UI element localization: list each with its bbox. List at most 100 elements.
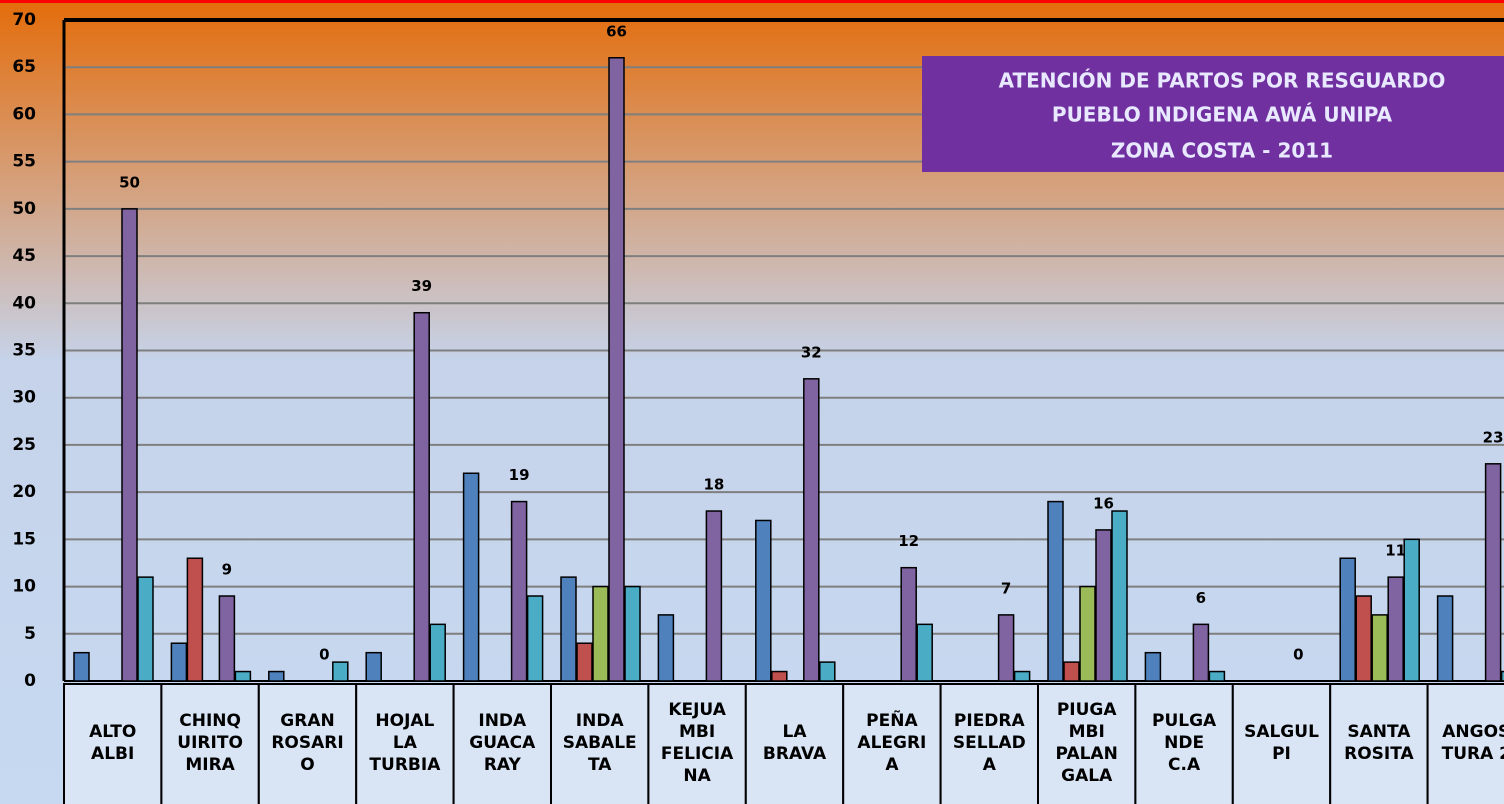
data-label: 39 xyxy=(411,277,432,295)
bar xyxy=(170,642,188,682)
bar xyxy=(900,566,917,682)
bar xyxy=(592,585,609,682)
bar xyxy=(1484,463,1502,682)
bar xyxy=(1500,670,1504,682)
data-label: 18 xyxy=(703,476,724,494)
data-label: 66 xyxy=(606,22,627,40)
x-tick-label: SANTA ROSITA xyxy=(1344,722,1414,764)
category-cell xyxy=(550,683,650,804)
category-cell xyxy=(842,683,942,804)
category-cell xyxy=(452,683,553,804)
bar xyxy=(657,614,675,682)
bar xyxy=(771,670,788,682)
bar xyxy=(1355,595,1372,682)
y-tick-label: 40 xyxy=(12,293,36,313)
data-label: 12 xyxy=(898,532,919,550)
y-tick-label: 20 xyxy=(12,482,36,502)
bar xyxy=(1371,614,1388,682)
bar xyxy=(413,311,430,682)
x-tick-label: ALTO ALBI xyxy=(89,722,136,764)
top-border xyxy=(0,0,1504,3)
data-label: 16 xyxy=(1093,494,1114,512)
bar xyxy=(332,661,349,682)
x-tick-label: INDA GUACA RAY xyxy=(469,711,536,775)
bar xyxy=(624,585,641,682)
x-tick-label: CHINQ UIRITO MIRA xyxy=(177,711,243,775)
bar xyxy=(1013,670,1031,682)
bar xyxy=(1144,651,1162,682)
chart-title: ZONA COSTA - 2011 xyxy=(1111,139,1333,163)
y-tick-label: 55 xyxy=(12,152,36,172)
bar xyxy=(365,651,382,682)
category-cell xyxy=(257,683,358,804)
y-tick-label: 15 xyxy=(12,529,36,549)
data-label: 23 xyxy=(1483,428,1504,446)
x-tick-label: KEJUA MBI FELICIA NA xyxy=(661,700,734,786)
bar xyxy=(1403,538,1420,682)
y-tick-label: 45 xyxy=(12,246,36,266)
y-tick-label: 60 xyxy=(12,104,36,124)
y-tick-label: 35 xyxy=(12,341,36,361)
category-cell xyxy=(647,683,747,804)
category-cell xyxy=(1231,683,1332,804)
bar xyxy=(218,595,236,682)
category-cell xyxy=(355,683,455,804)
bar xyxy=(560,576,577,682)
data-label: 0 xyxy=(319,646,329,664)
bar xyxy=(1095,529,1112,682)
bar xyxy=(510,500,528,682)
y-tick-label: 5 xyxy=(24,624,36,644)
category-cell xyxy=(63,683,163,804)
bar xyxy=(462,472,480,682)
data-label: 32 xyxy=(801,343,822,361)
bar xyxy=(1047,500,1064,682)
y-tick-label: 0 xyxy=(24,671,36,691)
bar xyxy=(819,661,836,682)
category-cell xyxy=(939,683,1039,804)
x-tick-label: HOJAL LA TURBIA xyxy=(369,711,441,775)
bar xyxy=(1387,576,1404,682)
x-tick-label: SALGUL PI xyxy=(1244,722,1319,764)
x-tick-label: PEÑA ALEGRI A xyxy=(857,708,926,775)
data-label: 6 xyxy=(1196,589,1206,607)
data-label: 0 xyxy=(1293,646,1303,664)
bar xyxy=(429,623,446,682)
x-tick-label: PIEDRA SELLAD A xyxy=(953,711,1026,775)
y-tick-label: 70 xyxy=(12,10,36,30)
bar xyxy=(1063,661,1080,682)
bar xyxy=(1111,510,1128,682)
bar xyxy=(705,510,723,682)
bar xyxy=(137,576,154,682)
bar xyxy=(526,595,544,682)
bar xyxy=(576,642,593,682)
bar xyxy=(608,57,625,682)
bar xyxy=(1339,557,1356,682)
bar xyxy=(916,623,933,682)
x-tick-label: INDA SABALE TA xyxy=(563,711,637,775)
data-label: 11 xyxy=(1385,542,1406,560)
category-cell xyxy=(744,683,845,804)
category-cell xyxy=(1426,683,1504,804)
bar xyxy=(1079,585,1096,682)
x-tick-label: LA BRAVA xyxy=(763,722,827,764)
chart-title: ATENCIÓN DE PARTOS POR RESGUARDO xyxy=(999,69,1446,93)
x-tick-label: PIUGA MBI PALAN GALA xyxy=(1056,700,1118,786)
y-tick-label: 25 xyxy=(12,435,36,455)
data-label: 50 xyxy=(119,173,140,191)
title-box xyxy=(922,56,1504,172)
bar xyxy=(121,208,138,682)
chart-title: PUEBLO INDIGENA AWÁ UNIPA xyxy=(1052,103,1393,127)
y-tick-label: 65 xyxy=(12,57,36,77)
x-tick-label: GRAN ROSARI O xyxy=(271,711,343,775)
data-label: 9 xyxy=(222,561,232,579)
bar xyxy=(1436,595,1454,682)
bar xyxy=(1208,670,1226,682)
x-tick-label: PULGA NDE C.A xyxy=(1152,711,1217,775)
bar xyxy=(1192,623,1210,682)
bar xyxy=(234,670,252,682)
data-label: 7 xyxy=(1001,579,1011,597)
y-tick-label: 50 xyxy=(12,199,36,219)
